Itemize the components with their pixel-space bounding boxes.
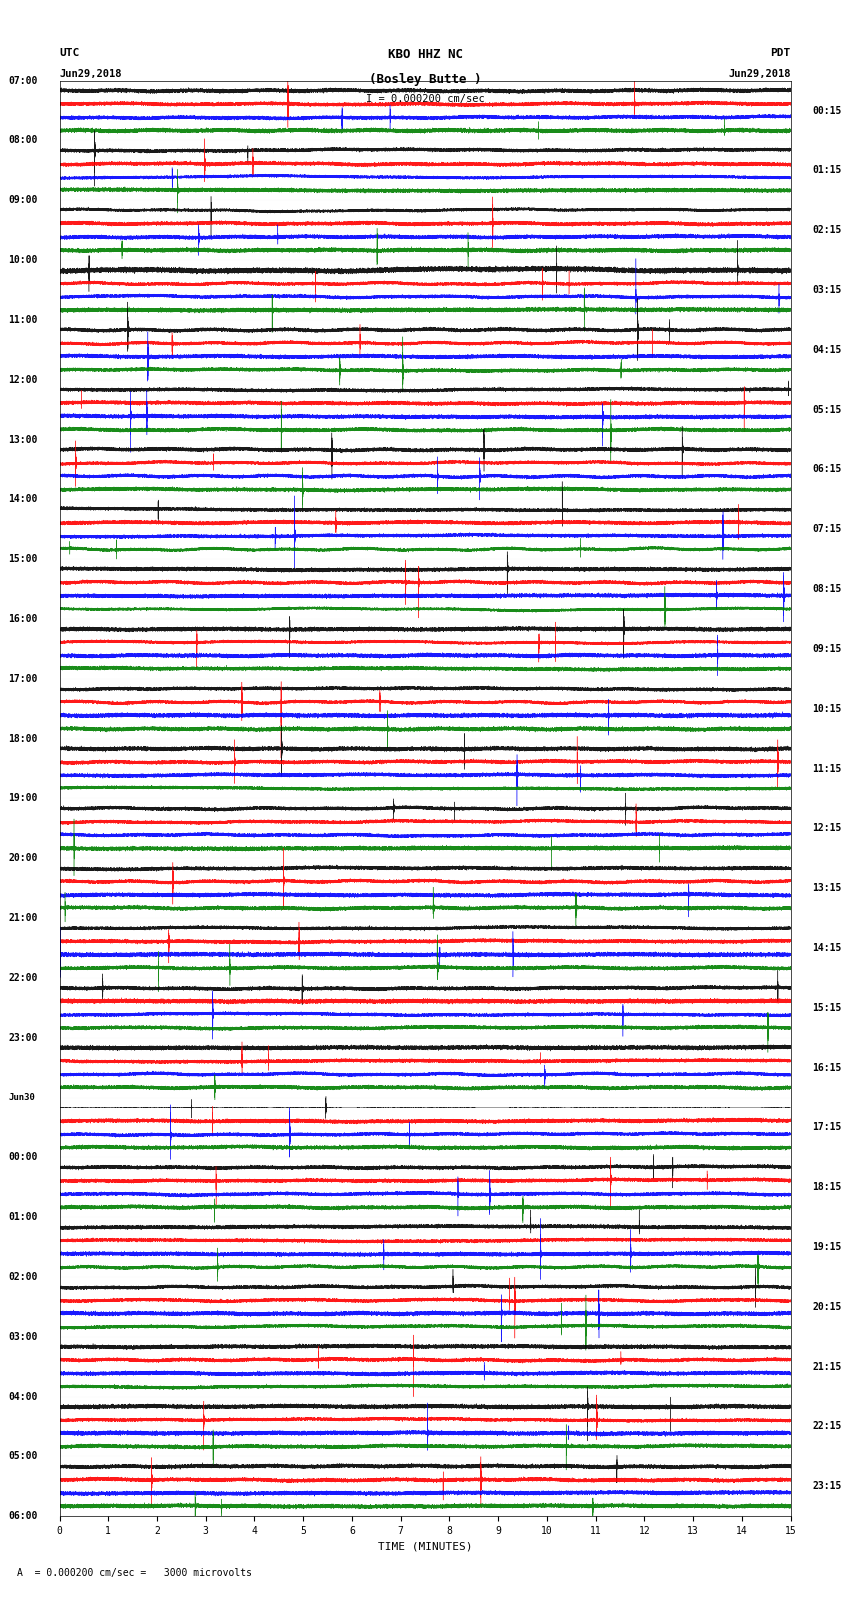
Text: 16:15: 16:15 xyxy=(813,1063,842,1073)
Text: 15:00: 15:00 xyxy=(8,555,37,565)
Text: A  = 0.000200 cm/sec =   3000 microvolts: A = 0.000200 cm/sec = 3000 microvolts xyxy=(17,1568,252,1578)
Text: 19:15: 19:15 xyxy=(813,1242,842,1252)
Text: 20:15: 20:15 xyxy=(813,1302,842,1311)
Text: 10:15: 10:15 xyxy=(813,703,842,713)
Text: 06:15: 06:15 xyxy=(813,465,842,474)
Text: 21:00: 21:00 xyxy=(8,913,37,923)
Text: 18:00: 18:00 xyxy=(8,734,37,744)
Text: 12:00: 12:00 xyxy=(8,374,37,386)
Text: 15:15: 15:15 xyxy=(813,1003,842,1013)
Text: 02:15: 02:15 xyxy=(813,226,842,235)
Text: 04:00: 04:00 xyxy=(8,1392,37,1402)
Text: 07:00: 07:00 xyxy=(8,76,37,85)
Text: 19:00: 19:00 xyxy=(8,794,37,803)
X-axis label: TIME (MINUTES): TIME (MINUTES) xyxy=(377,1542,473,1552)
Text: Jun30: Jun30 xyxy=(8,1094,35,1102)
Text: 08:15: 08:15 xyxy=(813,584,842,594)
Text: 08:00: 08:00 xyxy=(8,135,37,145)
Text: 22:15: 22:15 xyxy=(813,1421,842,1431)
Text: 07:15: 07:15 xyxy=(813,524,842,534)
Text: PDT: PDT xyxy=(770,48,790,58)
Text: 13:00: 13:00 xyxy=(8,434,37,445)
Text: UTC: UTC xyxy=(60,48,80,58)
Text: 14:00: 14:00 xyxy=(8,494,37,505)
Text: Jun29,2018: Jun29,2018 xyxy=(60,69,122,79)
Text: 11:15: 11:15 xyxy=(813,763,842,774)
Text: 01:00: 01:00 xyxy=(8,1211,37,1223)
Text: 13:15: 13:15 xyxy=(813,884,842,894)
Text: 04:15: 04:15 xyxy=(813,345,842,355)
Text: 03:15: 03:15 xyxy=(813,286,842,295)
Text: 09:15: 09:15 xyxy=(813,644,842,653)
Text: 18:15: 18:15 xyxy=(813,1182,842,1192)
Text: 21:15: 21:15 xyxy=(813,1361,842,1371)
Text: 01:15: 01:15 xyxy=(813,166,842,176)
Text: 22:00: 22:00 xyxy=(8,973,37,982)
Text: 16:00: 16:00 xyxy=(8,615,37,624)
Text: 17:00: 17:00 xyxy=(8,674,37,684)
Text: 00:15: 00:15 xyxy=(813,105,842,116)
Text: 14:15: 14:15 xyxy=(813,944,842,953)
Text: KBO HHZ NC: KBO HHZ NC xyxy=(388,48,462,61)
Text: 03:00: 03:00 xyxy=(8,1332,37,1342)
Text: 23:15: 23:15 xyxy=(813,1481,842,1492)
Text: 09:00: 09:00 xyxy=(8,195,37,205)
Text: 23:00: 23:00 xyxy=(8,1032,37,1042)
Text: 10:00: 10:00 xyxy=(8,255,37,265)
Text: 12:15: 12:15 xyxy=(813,823,842,834)
Text: 02:00: 02:00 xyxy=(8,1273,37,1282)
Text: 11:00: 11:00 xyxy=(8,315,37,324)
Text: 06:00: 06:00 xyxy=(8,1511,37,1521)
Text: 05:15: 05:15 xyxy=(813,405,842,415)
Text: 05:00: 05:00 xyxy=(8,1452,37,1461)
Text: I = 0.000200 cm/sec: I = 0.000200 cm/sec xyxy=(366,94,484,103)
Text: 20:00: 20:00 xyxy=(8,853,37,863)
Text: Jun29,2018: Jun29,2018 xyxy=(728,69,791,79)
Text: 00:00: 00:00 xyxy=(8,1152,37,1163)
Text: 17:15: 17:15 xyxy=(813,1123,842,1132)
Text: (Bosley Butte ): (Bosley Butte ) xyxy=(369,73,481,85)
